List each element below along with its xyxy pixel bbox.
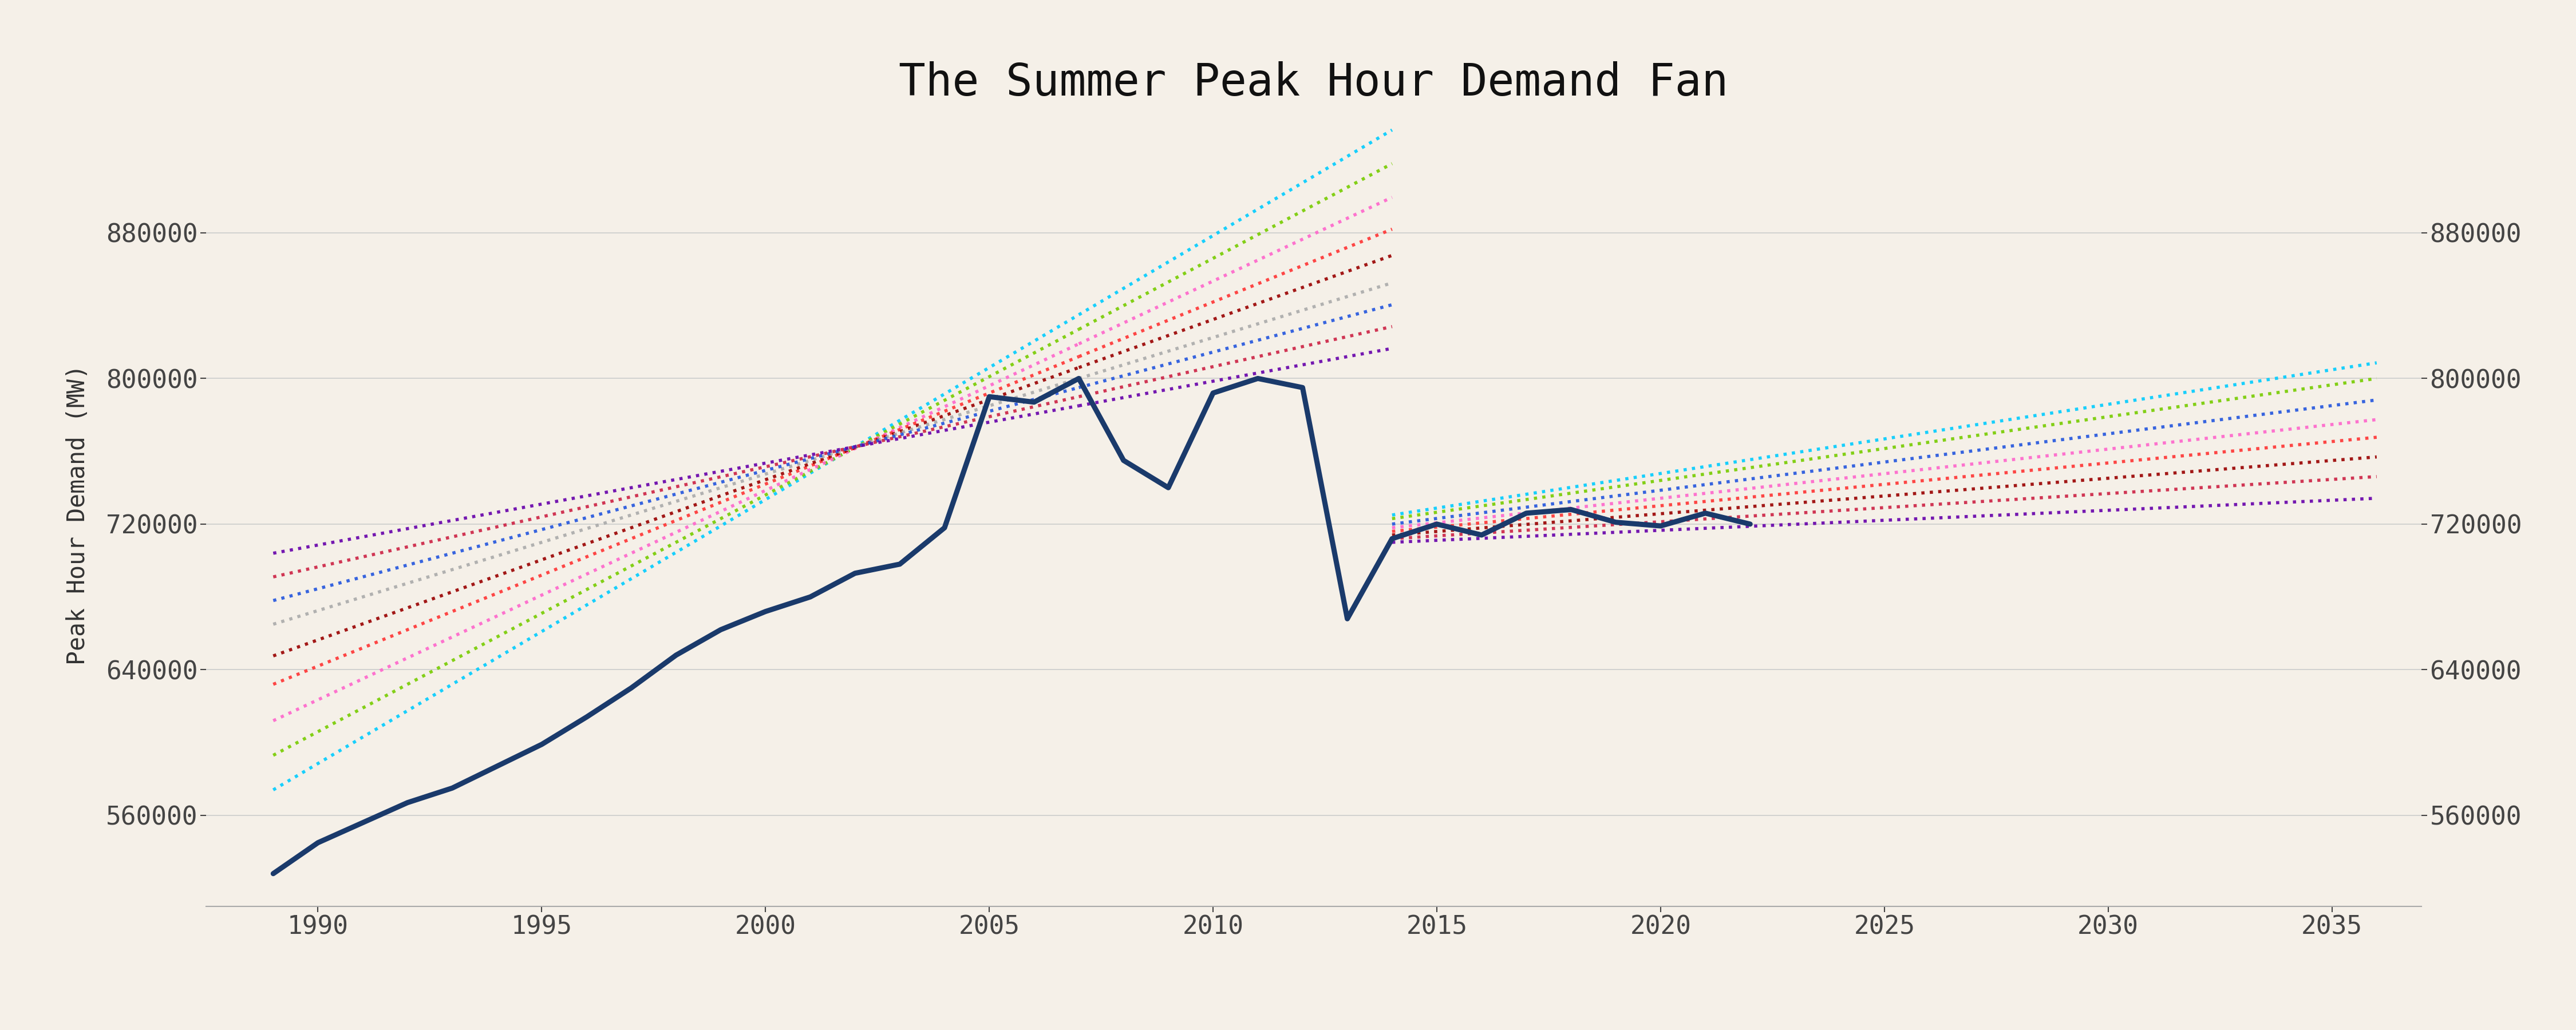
Title: The Summer Peak Hour Demand Fan: The Summer Peak Hour Demand Fan — [899, 62, 1728, 105]
Y-axis label: Peak Hour Demand (MW): Peak Hour Demand (MW) — [67, 365, 90, 665]
